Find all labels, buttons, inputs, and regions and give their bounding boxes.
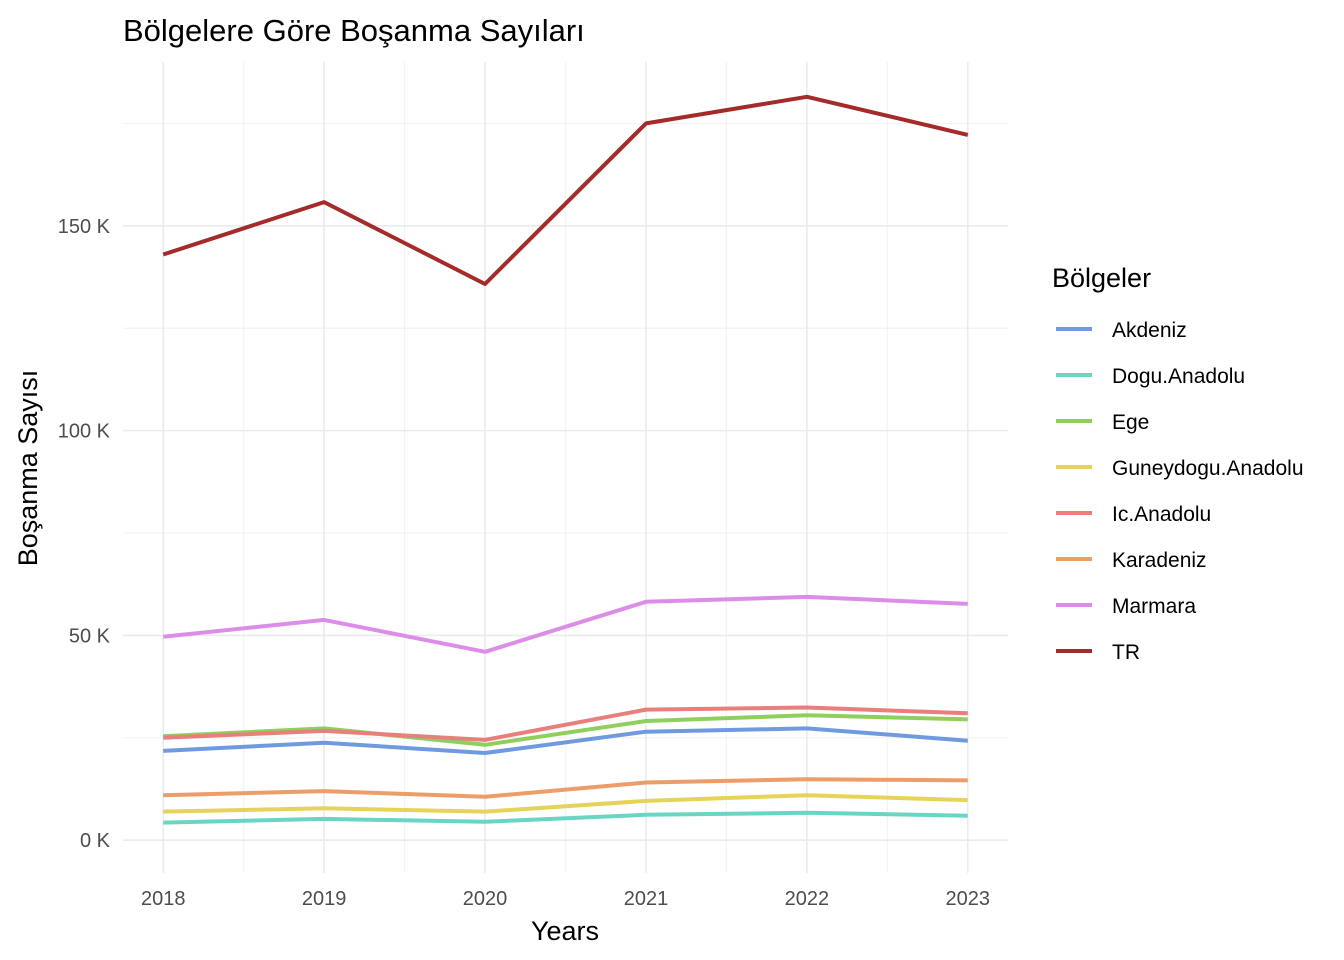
- chart-title: Bölgelere Göre Boşanma Sayıları: [123, 13, 585, 48]
- series-line-ege: [163, 713, 968, 747]
- series-line-guneydogu-anadolu: [163, 793, 968, 814]
- series-lines: [162, 94, 969, 825]
- x-tick-label: 2019: [302, 888, 347, 910]
- y-tick-label: 50 K: [69, 625, 111, 647]
- x-tick-label: 2023: [946, 888, 991, 910]
- series-line-akdeniz: [163, 726, 968, 755]
- legend-label-karadeniz: Karadeniz: [1112, 549, 1207, 572]
- x-axis-title: Years: [531, 916, 599, 946]
- legend-label-ic-anadolu: Ic.Anadolu: [1112, 503, 1211, 526]
- legend-label-akdeniz: Akdeniz: [1112, 319, 1187, 342]
- series-line-dogu-anadolu: [163, 810, 968, 825]
- x-tick-label: 2018: [141, 888, 186, 910]
- x-axis-ticks: 2018 2019 2020 2021 2022 2023: [141, 888, 990, 910]
- x-tick-label: 2021: [624, 888, 669, 910]
- series-line-ic-anadolu: [163, 705, 968, 742]
- y-axis-ticks: 0 K 50 K 100 K 150 K: [58, 216, 111, 852]
- x-tick-label: 2022: [785, 888, 830, 910]
- legend-label-dogu-anadolu: Dogu.Anadolu: [1112, 365, 1245, 388]
- legend: Bölgeler Akdeniz Dogu.Anadolu Ege Guneydogu…: [1052, 263, 1304, 664]
- legend-label-tr: TR: [1112, 641, 1140, 664]
- series-line-tr: [162, 94, 969, 286]
- legend-items: Akdeniz Dogu.Anadolu Ege Guneydogu.Anadolu I…: [1056, 319, 1304, 664]
- series-line-marmara: [162, 594, 968, 654]
- y-tick-label: 150 K: [58, 216, 111, 238]
- legend-label-guneydogu-anadolu: Guneydogu.Anadolu: [1112, 457, 1304, 480]
- series-line-karadeniz: [163, 777, 968, 799]
- legend-label-ege: Ege: [1112, 411, 1149, 434]
- grid: [123, 62, 1008, 873]
- y-axis-title: Boşanma Sayısı: [13, 370, 43, 567]
- legend-label-marmara: Marmara: [1112, 595, 1196, 618]
- y-tick-label: 0 K: [80, 830, 111, 852]
- legend-title: Bölgeler: [1052, 263, 1151, 293]
- x-tick-label: 2020: [463, 888, 508, 910]
- y-tick-label: 100 K: [58, 421, 111, 443]
